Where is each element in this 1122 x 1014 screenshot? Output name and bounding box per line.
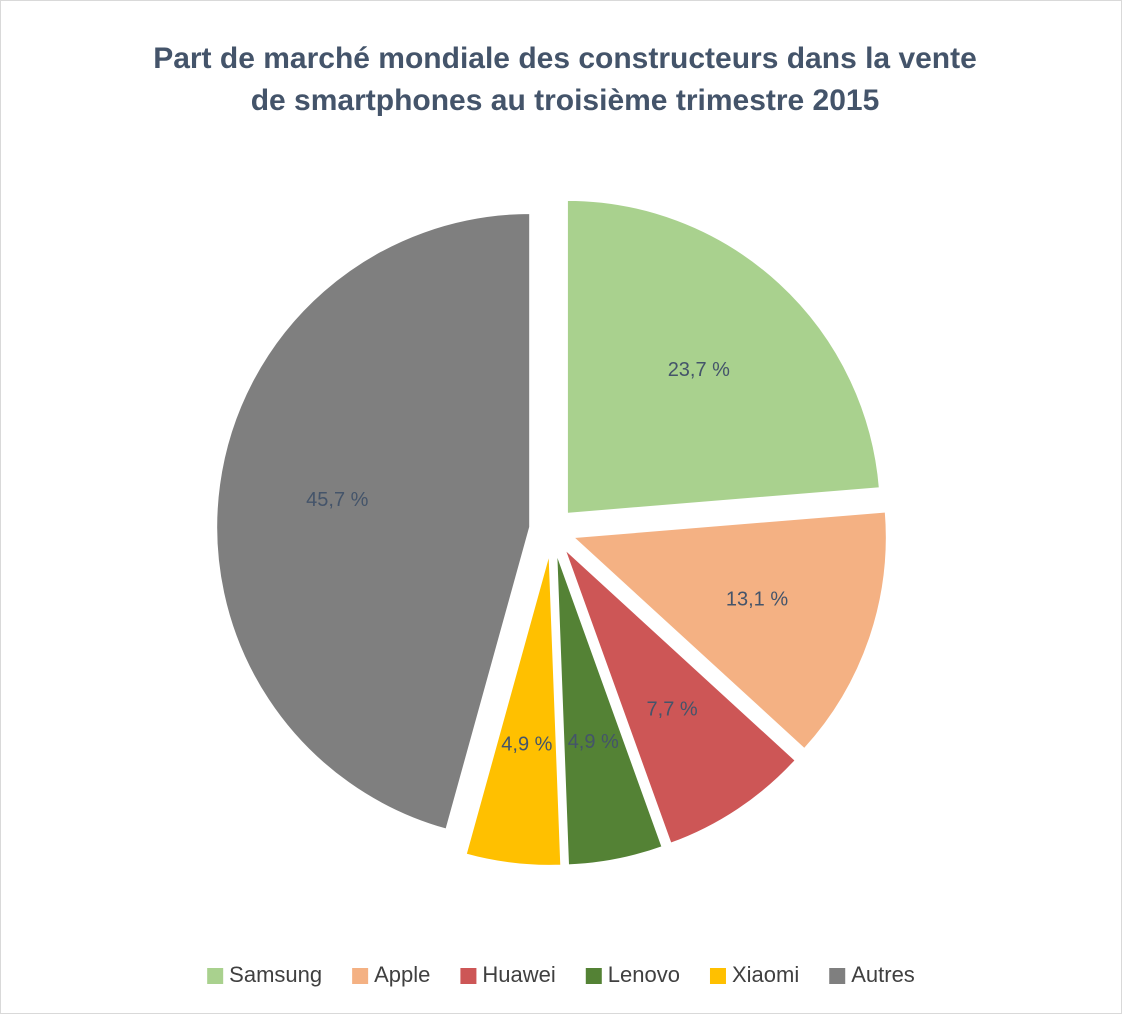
legend-label: Samsung xyxy=(229,962,322,987)
legend-swatch xyxy=(585,968,602,984)
data-label: 45,7 % xyxy=(306,489,368,511)
legend-label: Lenovo xyxy=(608,962,680,987)
legend-label: Xiaomi xyxy=(732,962,799,987)
legend-label: Huawei xyxy=(482,962,555,987)
legend-label: Autres xyxy=(851,962,915,987)
legend-swatch xyxy=(207,968,224,984)
chart-title: de smartphones au troisième trimestre 20… xyxy=(251,84,880,117)
pie-slice xyxy=(570,510,888,751)
data-label: 4,9 % xyxy=(568,731,619,753)
data-label: 23,7 % xyxy=(668,359,730,381)
legend-swatch xyxy=(709,968,726,984)
data-label: 7,7 % xyxy=(647,699,698,721)
legend-swatch xyxy=(460,968,477,984)
pie-slice xyxy=(563,547,798,846)
legend-swatch xyxy=(352,968,369,984)
legend-swatch xyxy=(829,968,846,984)
chart-title: Part de marché mondiale des constructeur… xyxy=(153,42,977,75)
legend-label: Apple xyxy=(374,962,430,987)
pie-slice xyxy=(215,212,532,831)
pie-slice xyxy=(565,198,881,515)
data-label: 4,9 % xyxy=(501,733,552,755)
pie-slice xyxy=(464,551,563,867)
data-label: 13,1 % xyxy=(726,588,788,610)
pie-slice xyxy=(555,551,664,867)
